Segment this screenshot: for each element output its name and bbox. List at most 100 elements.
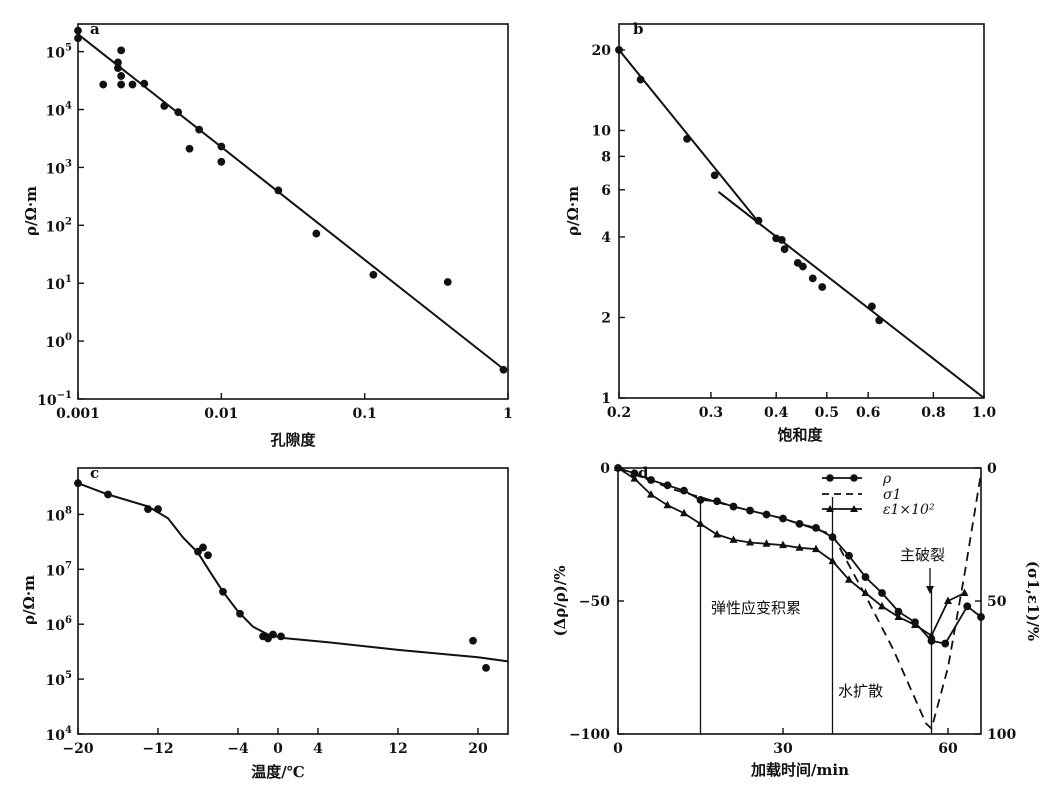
a-point-18 — [369, 270, 378, 279]
b-point-0 — [615, 46, 623, 54]
panel-d-series — [614, 463, 985, 731]
d-series-2-point-8 — [746, 537, 754, 546]
annotation-elastic: 弹性应变积累 — [711, 599, 801, 617]
a-point-11 — [174, 108, 183, 117]
c-point-11 — [269, 630, 277, 639]
b-point-2 — [683, 134, 691, 143]
b-fit-path-2 — [717, 191, 985, 399]
b-point-13 — [875, 316, 884, 325]
a-point-13 — [195, 125, 204, 134]
c-point-2 — [144, 505, 152, 513]
a-xtick-label-2: 0.1 — [352, 406, 376, 422]
panel-d-legend: ρ σ1 ε1×10² — [822, 471, 935, 518]
panel-c-points — [74, 479, 490, 672]
panel-b-points — [615, 46, 884, 325]
panel-a-ticks: 0.001 0.01 0.1 1 10−1 100 101 102 103 104 105 — [37, 43, 513, 422]
panel-c-xlabel: 温度/℃ — [251, 763, 304, 781]
d-ytick-right-label-2: 100 — [987, 727, 1016, 743]
d-series-0-point-19 — [927, 637, 936, 645]
a-point-16 — [274, 186, 283, 195]
a-point-0 — [74, 26, 82, 35]
d-series-2-point-10 — [779, 540, 787, 549]
c-ytick-label-2: 106 — [46, 615, 72, 634]
d-series-2-point-16 — [878, 601, 886, 610]
a-point-12 — [185, 144, 194, 153]
legend-epsilon: ε1×10² — [822, 502, 935, 518]
d-series-2-point-21 — [960, 588, 969, 597]
a-ytick-label-4: 103 — [46, 158, 72, 177]
c-xtick-label-5: 12 — [388, 741, 407, 757]
d-ytick-left-label-0: 0 — [600, 461, 610, 477]
a-point-17 — [312, 229, 321, 238]
b-point-12 — [867, 302, 876, 311]
a-point-4 — [114, 64, 122, 72]
a-point-14 — [217, 142, 226, 151]
d-xtick-label-0: 0 — [613, 741, 623, 757]
a-point-20 — [499, 365, 508, 374]
b-xtick-label-0: 0.2 — [607, 405, 631, 421]
a-ytick-label-2: 101 — [46, 274, 72, 293]
b-xtick-label-3: 0.5 — [815, 405, 839, 421]
d-series-0-point-12 — [812, 523, 820, 532]
d-series-0-point-14 — [845, 551, 853, 560]
d-xtick-label-2: 60 — [938, 741, 958, 757]
panel-a-label: a — [90, 20, 100, 38]
b-point-10 — [808, 274, 817, 283]
d-series-0-point-11 — [795, 519, 804, 528]
a-point-19 — [443, 278, 452, 286]
annotation-water: 水扩散 — [838, 682, 883, 700]
b-xtick-label-5: 0.8 — [921, 405, 945, 421]
c-point-3 — [154, 505, 162, 513]
c-xtick-label-4: 4 — [313, 741, 323, 757]
d-series-0-point-5 — [696, 496, 705, 504]
b-xtick-label-2: 0.4 — [764, 405, 789, 421]
a-point-9 — [140, 79, 149, 88]
c-ytick-label-1: 105 — [46, 670, 72, 689]
d-series-0-point-6 — [713, 497, 721, 506]
d-series-2-point-7 — [729, 535, 738, 543]
d-series-2-point-9 — [762, 539, 771, 547]
d-series-0-point-20 — [941, 639, 950, 648]
b-point-9 — [799, 262, 807, 271]
d-ytick-right-label-1: 50 — [987, 594, 1007, 610]
a-ytick-label-6: 105 — [46, 43, 72, 62]
panel-b-label: b — [633, 20, 644, 38]
c-point-5 — [199, 543, 207, 552]
rupture-arrow — [926, 568, 934, 594]
c-ytick-label-4: 108 — [46, 505, 72, 524]
panel-a: a 0.001 0.01 0.1 1 10−1 100 101 102 103 104 105 孔隙… — [22, 20, 513, 449]
c-xtick-label-1: −12 — [142, 741, 173, 757]
b-point-3 — [710, 171, 719, 180]
b-point-7 — [780, 245, 789, 254]
a-xtick-label-3: 1 — [503, 406, 513, 422]
d-series-2-point-5 — [696, 519, 705, 527]
b-ytick-label-3: 6 — [601, 183, 611, 199]
b-point-4 — [754, 216, 763, 225]
panel-b-fit-lines — [618, 49, 985, 399]
a-ytick-label-0: 10−1 — [37, 390, 72, 409]
c-xtick-label-2: −4 — [227, 741, 249, 757]
a-point-5 — [117, 46, 126, 55]
panel-a-points — [74, 26, 508, 374]
d-series-2-point-15 — [861, 588, 870, 597]
a-point-3 — [114, 58, 122, 67]
panel-b-ylabel: ρ/Ω·m — [564, 186, 582, 236]
d-series-2-point-3 — [663, 500, 672, 509]
panel-c-curve — [77, 482, 509, 663]
b-xtick-label-1: 0.3 — [699, 405, 723, 421]
c-point-8 — [236, 609, 244, 618]
d-series-0-point-15 — [861, 573, 870, 581]
legend-rho: ρ — [822, 471, 892, 487]
panel-b-xlabel: 饱和度 — [777, 426, 823, 444]
d-series-2-point-12 — [812, 544, 820, 553]
c-ytick-label-0: 104 — [46, 725, 72, 744]
a-point-10 — [160, 102, 169, 110]
d-series-2-point-13 — [828, 556, 837, 565]
b-ytick-label-1: 2 — [601, 310, 611, 326]
b-ytick-label-0: 1 — [601, 391, 611, 407]
legend-sigma: σ1 — [822, 487, 901, 503]
c-xtick-label-6: 20 — [468, 741, 488, 757]
